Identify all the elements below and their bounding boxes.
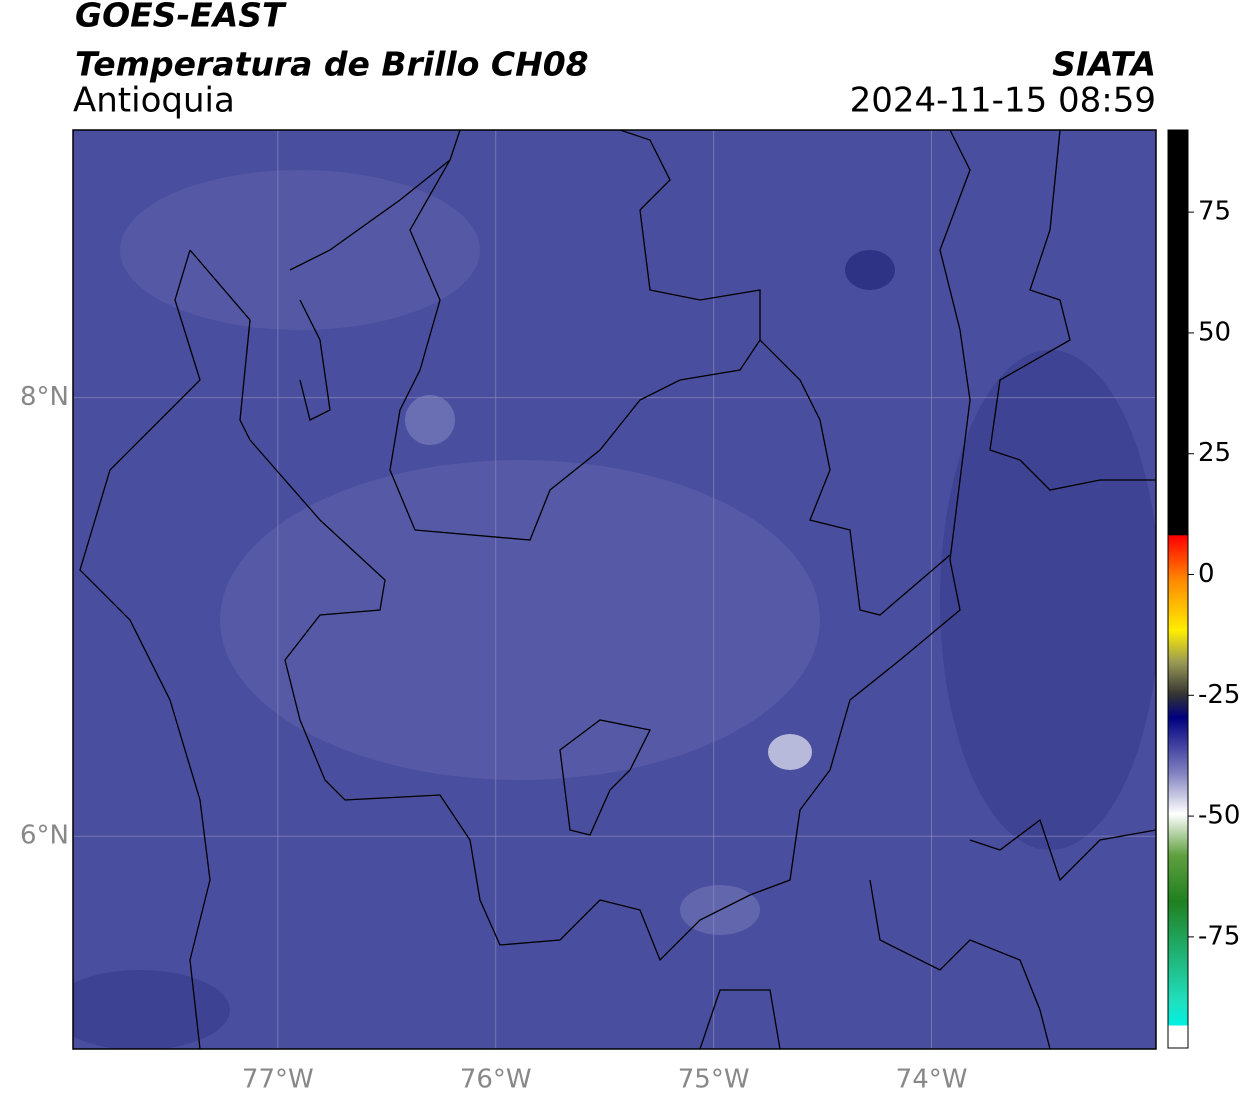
colorbar-tick-label: 25 [1198, 438, 1231, 468]
coastline [79, 249, 251, 1049]
coastline [289, 159, 451, 421]
field-patch [845, 250, 895, 290]
source: SIATA [1052, 45, 1156, 84]
department-border [389, 130, 461, 531]
title: GOES-EAST [75, 0, 287, 35]
field-patch [220, 460, 820, 780]
map-frame [72, 129, 1157, 1050]
x-tick-label: 76°W [460, 1065, 532, 1095]
department-border [619, 130, 761, 340]
colorbar-tick-label: 75 [1198, 197, 1231, 227]
department-border [989, 130, 1156, 491]
field-patch [768, 734, 812, 770]
y-tick-label: 6°N [20, 821, 69, 851]
x-tick-label: 75°W [678, 1065, 750, 1095]
colorbar-tick-label: 0 [1198, 559, 1215, 589]
field-patch [120, 170, 480, 330]
field-patch [405, 395, 455, 445]
y-tick-label: 8°N [20, 382, 69, 412]
x-tick-label: 74°W [896, 1065, 968, 1095]
department-border [414, 338, 951, 616]
department-border [699, 818, 1156, 1049]
map-field [73, 130, 1156, 1049]
x-tick-label: 77°W [242, 1065, 314, 1095]
colorbar-tick-label: -25 [1198, 680, 1240, 710]
grid [73, 130, 1156, 1049]
subtitle: Temperatura de Brillo CH08 [75, 45, 589, 84]
colorbar [1167, 129, 1189, 1049]
department-border [559, 719, 651, 836]
region: Antioquia [73, 81, 235, 121]
colorbar-tick-label: -75 [1198, 921, 1240, 951]
field-patch [940, 350, 1156, 850]
field-patch [73, 970, 230, 1049]
colorbar-tick-label: 50 [1198, 317, 1231, 347]
colorbar-tick-label: -50 [1198, 801, 1240, 831]
labels: 77°W 76°W 75°W 74°W 6°N 8°N 75 50 25 0 -25 -50 -75 [20, 197, 1240, 1095]
timestamp: 2024-11-15 08:59 [850, 81, 1156, 121]
department-border [249, 130, 971, 962]
